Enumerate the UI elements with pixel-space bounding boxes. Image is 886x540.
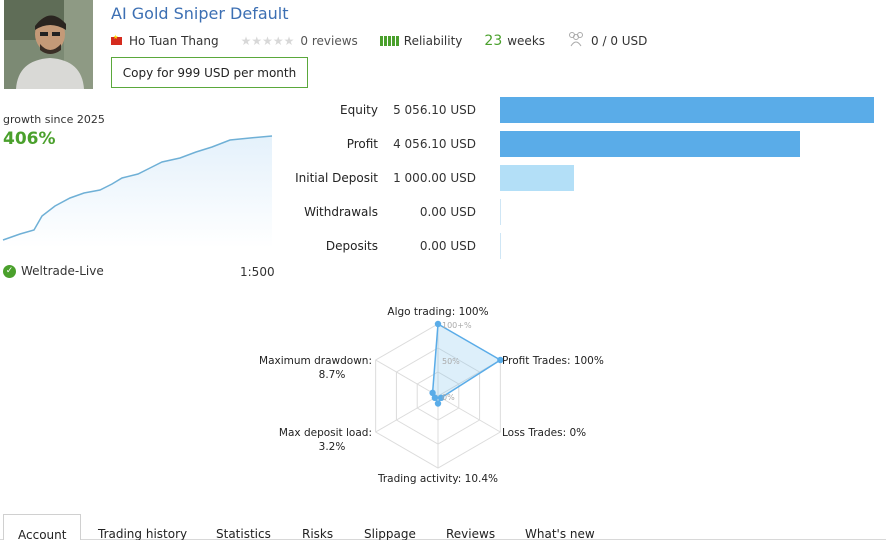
growth-chart[interactable] — [0, 128, 274, 248]
tab-reviews[interactable]: Reviews — [446, 527, 496, 540]
author-name[interactable]: Ho Tuan Thang — [129, 34, 219, 48]
radar-ring-label: 100+% — [442, 321, 472, 330]
verified-check-icon: ✓ — [3, 264, 16, 278]
copy-subscribe-button[interactable]: Copy for 999 USD per month — [111, 57, 308, 88]
tab-trading-history[interactable]: Trading history — [98, 527, 188, 540]
radar-axis-value: 8.7% — [319, 369, 346, 381]
financial-label: Withdrawals — [304, 205, 378, 219]
financial-value: 0.00 USD — [419, 239, 476, 253]
subscribers-icon — [567, 31, 585, 51]
rating-stars-icon: ★★★★★ — [240, 34, 295, 48]
financial-row: Profit 4 056.10 USD — [280, 131, 880, 157]
growth-area — [3, 136, 272, 248]
financial-value: 5 056.10 USD — [393, 103, 476, 117]
radar-point — [437, 394, 445, 401]
growth-value: 406% — [3, 129, 56, 149]
financial-row: Withdrawals 0.00 USD — [280, 199, 880, 225]
radar-ring-label: 50% — [442, 357, 460, 366]
signal-title[interactable]: AI Gold Sniper Default — [111, 4, 289, 23]
leverage-value: 1:500 — [240, 265, 275, 279]
radar-point — [431, 394, 439, 401]
radar-axis-label: Maximum drawdown: — [259, 355, 372, 367]
tab-risks[interactable]: Risks — [302, 527, 334, 540]
radar-axis-label: Trading activity: 10.4% — [377, 473, 498, 485]
broker-server[interactable]: ✓ Weltrade-Live — [3, 264, 104, 278]
reliability-bars-icon — [379, 36, 399, 46]
radar-axis-line — [375, 395, 439, 433]
growth-line — [2, 135, 273, 241]
radar-point — [429, 389, 436, 397]
financial-label: Initial Deposit — [295, 171, 378, 185]
radar-point — [497, 356, 504, 364]
weeks-count: 23 — [484, 33, 503, 49]
reviews-count[interactable]: 0 reviews — [300, 34, 358, 48]
radar-axis-line — [437, 395, 501, 433]
broker-name[interactable]: Weltrade-Live — [21, 264, 104, 278]
financial-bar — [500, 165, 574, 191]
radar-axis-label: Algo trading: 100% — [387, 306, 488, 318]
financial-value: 0.00 USD — [419, 205, 476, 219]
financial-value: 1 000.00 USD — [393, 171, 476, 185]
author-avatar[interactable] — [4, 0, 93, 89]
radar-axis-label: Loss Trades: 0% — [502, 427, 586, 439]
tab-statistics[interactable]: Statistics — [216, 527, 271, 540]
radar-axis-label: Profit Trades: 100% — [502, 355, 604, 367]
financial-row: Equity 5 056.10 USD — [280, 97, 880, 123]
weeks-label: weeks — [507, 34, 546, 48]
financial-row: Initial Deposit 1 000.00 USD — [280, 165, 880, 191]
financial-label: Deposits — [325, 239, 378, 253]
subscribers-value: 0 / 0 USD — [591, 34, 648, 48]
financial-bar — [500, 199, 501, 225]
financial-value: 4 056.10 USD — [393, 137, 476, 151]
financial-label: Profit — [346, 137, 378, 151]
radar-point — [434, 400, 442, 407]
signal-meta: Ho Tuan Thang ★★★★★ 0 reviews Reliabilit… — [111, 31, 648, 51]
radar-ring-label: 0% — [442, 393, 455, 402]
reliability-label: Reliability — [403, 34, 463, 48]
financial-row: Deposits 0.00 USD — [280, 233, 880, 259]
financial-bar — [500, 97, 874, 123]
financial-label: Equity — [340, 103, 378, 117]
radar-chart: 100+% 50% 0% Algo trading: 100% Profit Trade… — [259, 306, 604, 485]
radar-axis-line — [375, 359, 439, 397]
tab-whats-new[interactable]: What's new — [525, 527, 595, 540]
vietnam-flag-icon — [111, 34, 122, 45]
tab-bar: Account Trading history Statistics Risks… — [0, 514, 886, 540]
radar-point — [434, 320, 442, 328]
tab-slippage[interactable]: Slippage — [364, 527, 416, 540]
financial-bar — [500, 233, 501, 259]
tab-account[interactable]: Account — [3, 514, 82, 540]
radar-axis-value: 3.2% — [319, 441, 346, 453]
radar-axis-label: Max deposit load: — [279, 427, 372, 439]
growth-label: growth since 2025 — [3, 113, 105, 126]
financial-bar — [500, 131, 800, 157]
